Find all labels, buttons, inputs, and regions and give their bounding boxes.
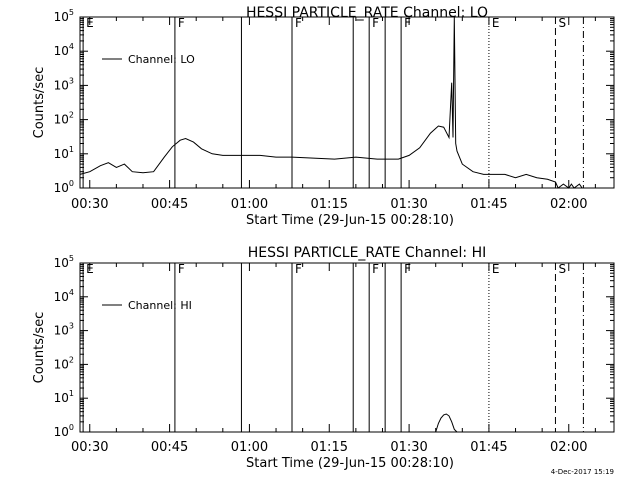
x-tick-label: 01:15	[311, 440, 348, 455]
y-tick-label: 101	[54, 145, 74, 161]
y-tick-label: 100	[54, 423, 74, 439]
chart-title: HESSI PARTICLE_RATE Channel: LO	[246, 5, 488, 21]
y-tick-label: 104	[54, 42, 74, 58]
x-axis-label: Start Time (29-Jun-15 00:28:10)	[246, 456, 454, 471]
event-marker-label: F	[404, 16, 411, 30]
y-tick-label: 105	[54, 8, 74, 24]
series-line	[435, 413, 458, 433]
x-tick-label: 01:15	[311, 197, 348, 212]
event-marker-label: F	[295, 16, 302, 30]
x-tick-label: 02:00	[550, 197, 587, 212]
legend-label: Channel: LO	[128, 53, 195, 66]
y-tick-label: 102	[54, 111, 74, 127]
plot-frame	[79, 262, 615, 433]
y-tick-label: 105	[54, 254, 74, 270]
event-marker-label: E	[86, 16, 94, 30]
y-tick-label: 100	[54, 179, 74, 195]
event-marker-label: E	[86, 262, 94, 276]
event-marker-label: F	[404, 262, 411, 276]
chart-title: HESSI PARTICLE_RATE Channel: HI	[248, 245, 486, 261]
x-tick-label: 01:00	[231, 440, 268, 455]
event-marker-label: F	[372, 262, 379, 276]
plot-frame	[79, 16, 615, 189]
event-marker-label: F	[372, 16, 379, 30]
y-tick-label: 103	[54, 76, 74, 92]
x-tick-label: 00:30	[71, 197, 108, 212]
event-marker-label: S	[558, 262, 566, 276]
event-marker-label: F	[295, 262, 302, 276]
x-tick-label: 02:00	[550, 440, 587, 455]
x-tick-label: 01:30	[390, 440, 427, 455]
y-tick-label: 101	[54, 389, 74, 405]
x-tick-label: 01:30	[390, 197, 427, 212]
legend-label: Channel: HI	[128, 299, 192, 312]
timestamp-label: 4-Dec-2017 15:19	[551, 468, 614, 476]
y-tick-label: 102	[54, 355, 74, 371]
y-axis-label: Counts/sec	[32, 312, 47, 384]
x-tick-label: 00:30	[71, 440, 108, 455]
x-tick-label: 01:45	[470, 440, 507, 455]
series-line	[79, 16, 583, 189]
y-axis-label: Counts/sec	[32, 67, 47, 139]
event-marker-label: E	[492, 16, 500, 30]
x-tick-label: 00:45	[151, 197, 188, 212]
x-tick-label: 01:00	[231, 197, 268, 212]
x-axis-label: Start Time (29-Jun-15 00:28:10)	[246, 213, 454, 228]
event-marker-label: F	[178, 16, 185, 30]
x-tick-label: 00:45	[151, 440, 188, 455]
event-marker-label: F	[178, 262, 185, 276]
event-marker-label: E	[492, 262, 500, 276]
x-tick-label: 01:45	[470, 197, 507, 212]
y-tick-label: 104	[54, 288, 74, 304]
y-tick-label: 103	[54, 322, 74, 338]
event-marker-label: S	[558, 16, 566, 30]
